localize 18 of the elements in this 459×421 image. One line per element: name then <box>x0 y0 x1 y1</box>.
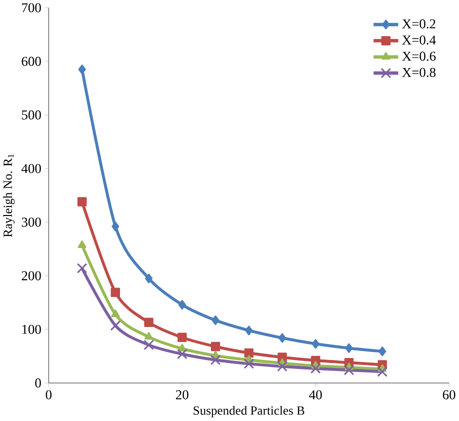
legend-label: X=0.4 <box>402 36 436 45</box>
legend-label: X=0.6 <box>402 52 436 62</box>
y-tick-label: 100 <box>22 325 41 334</box>
y-tick-label: 300 <box>22 218 41 227</box>
legend-label: X=0.8 <box>402 68 436 78</box>
x-tick-label: 60 <box>442 390 456 400</box>
y-axis-title: Rayleigh No. R$_{1}$ <box>3 154 15 238</box>
y-tick-label: 0 <box>35 378 41 388</box>
y-tick-label: 500 <box>22 110 41 120</box>
x-tick-label: 40 <box>309 390 322 400</box>
x-tick-label: 20 <box>176 390 188 400</box>
legend-label: X=0.2 <box>402 20 436 29</box>
y-tick-label: 600 <box>22 57 41 66</box>
y-tick-label: 200 <box>22 271 41 281</box>
x-tick-label: 0 <box>46 390 52 400</box>
y-tick-label: 700 <box>22 3 41 13</box>
y-tick-label: 400 <box>21 164 41 174</box>
x-axis-title: Suspended Particles B <box>194 406 304 418</box>
